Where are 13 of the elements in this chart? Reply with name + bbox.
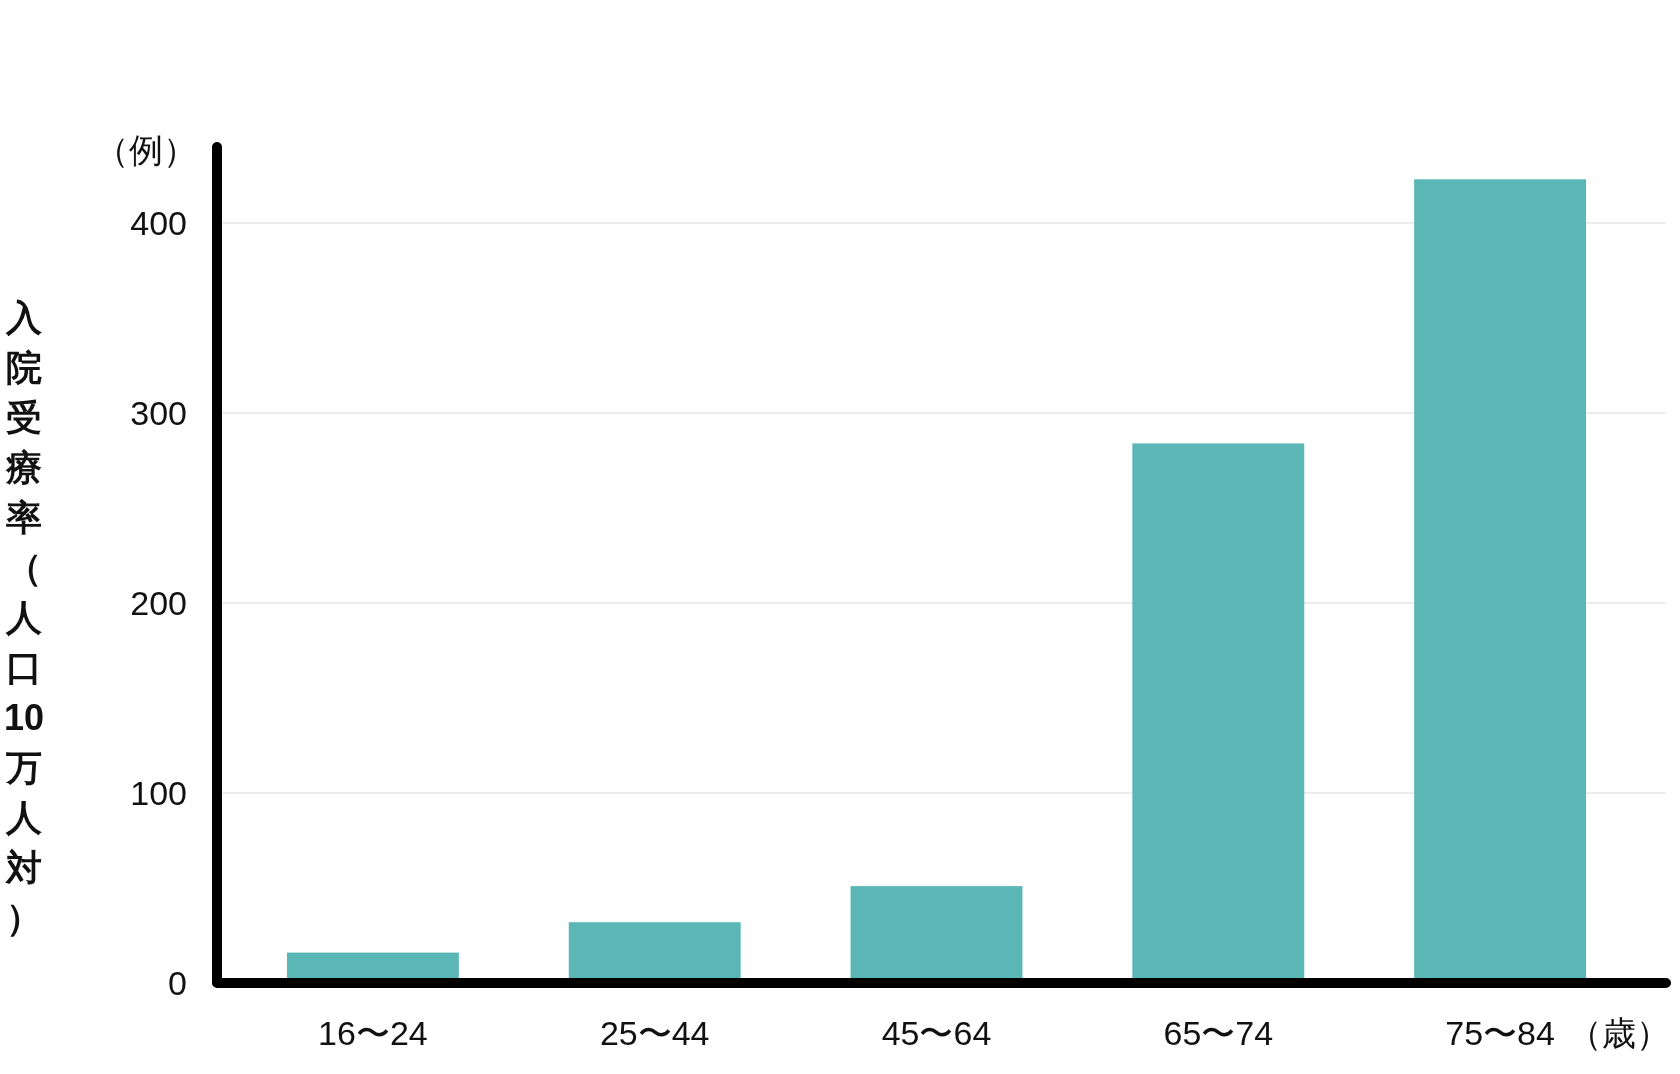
y-tick-label: 100 — [130, 774, 187, 812]
x-tick-label: 75〜84 — [1445, 1014, 1555, 1052]
text: （例） — [95, 131, 197, 169]
x-tick-label: 45〜64 — [881, 1014, 992, 1052]
x-tick-label: 25〜44 — [599, 1014, 710, 1052]
text: 入院受療率（人口10万人対） — [3, 297, 45, 938]
y-tick-label: 400 — [130, 204, 187, 242]
y-tick-label: 300 — [130, 394, 187, 432]
x-axis-title: （歳） — [1568, 1014, 1670, 1052]
y-tick-label: 0 — [168, 964, 187, 1002]
x-tick-label: 16〜24 — [318, 1014, 428, 1052]
x-tick-label: 65〜74 — [1163, 1014, 1274, 1052]
y-tick-label: 200 — [130, 584, 187, 622]
